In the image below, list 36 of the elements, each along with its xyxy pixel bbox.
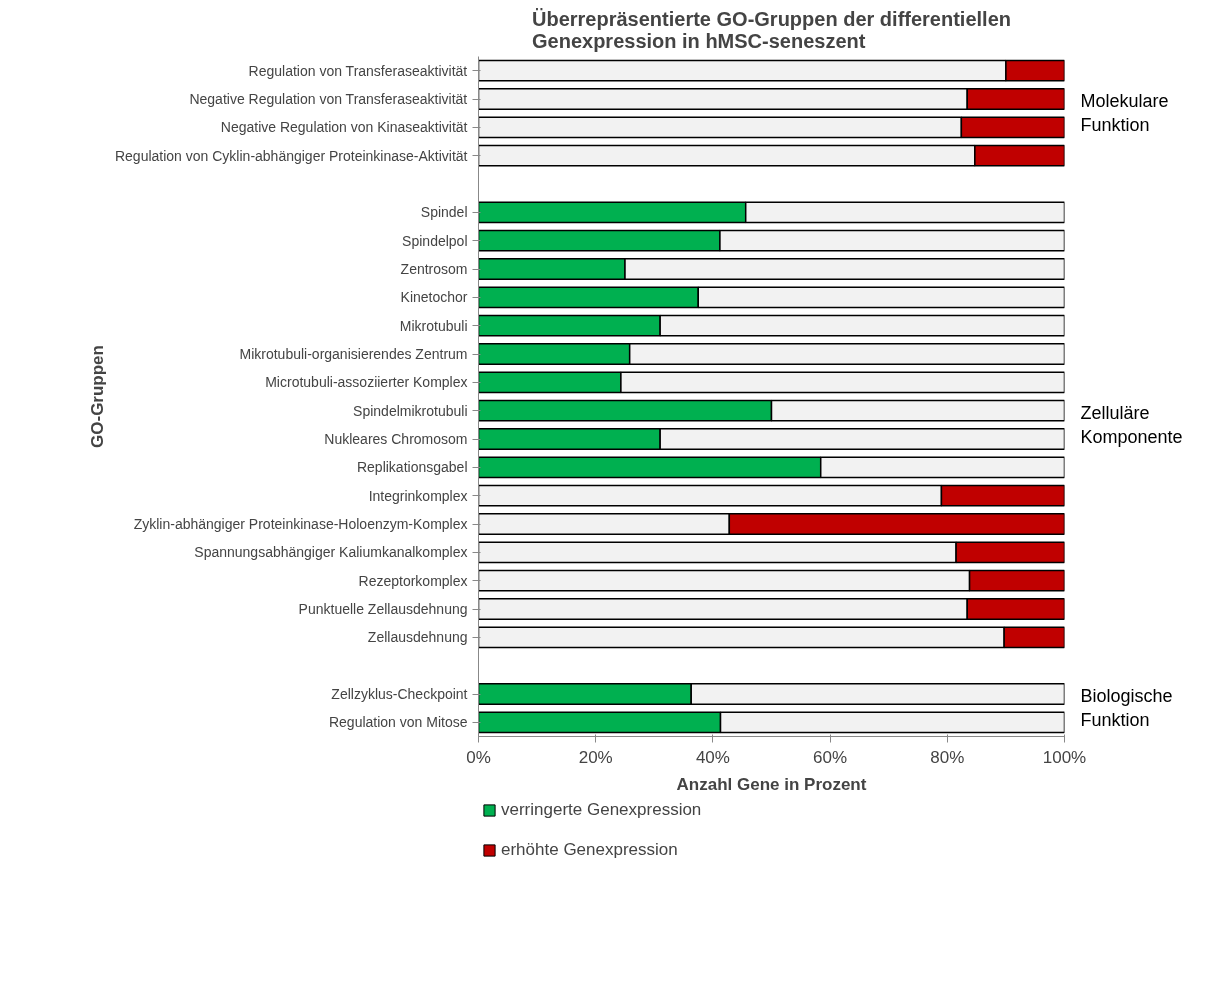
chart-title: Überrepräsentierte GO-Gruppen der differentiellen Genexpression in hMSC-seneszent	[532, 7, 1011, 52]
legend-label: verringerte Genexpression	[501, 800, 702, 820]
text: Molekulare Funktion	[1080, 91, 1169, 136]
x-tick-label: 0%	[466, 747, 491, 767]
x-tick-label: 40%	[695, 747, 730, 767]
y-tick-label: Punktuelle Zellausdehnung	[298, 601, 468, 617]
y-tick-label: Kinetochor	[400, 289, 468, 306]
y-tick-label: Mikrotubuli-organisierendes Zentrum	[239, 346, 468, 362]
y-tick-label: Regulation von Cyklin-abhängiger Proteinkinase-Aktivität	[114, 147, 468, 164]
y-tick-label: Zyklin-abhängiger Proteinkinase-Holoenzym-Komplex	[133, 516, 468, 532]
y-tick-label: Mikrotubuli	[399, 317, 468, 334]
y-tick-label: Spindelpol	[402, 232, 468, 249]
y-tick-label: Zentrosom	[400, 261, 468, 277]
x-tick-label: 60%	[813, 747, 848, 767]
text: Biologische Funktion	[1080, 686, 1173, 731]
y-tick-label: Negative Regulation von Transferaseaktivität	[189, 91, 468, 107]
y-tick-label: Rezeptorkomplex	[358, 572, 468, 589]
y-tick-label: Regulation von Transferaseaktivität	[248, 62, 468, 79]
x-axis-title: Anzahl Gene in Prozent	[676, 774, 867, 794]
x-tick-label: 100%	[1042, 747, 1087, 767]
y-tick-label: Zellausdehnung	[367, 629, 468, 646]
y-tick-label: Microtubuli-assoziierter Komplex	[265, 374, 468, 391]
y-tick-label: Replikationsgabel	[356, 459, 468, 476]
y-tick-label: Regulation von Mitose	[328, 714, 468, 731]
legend-label: erhöhte Genexpression	[501, 840, 678, 860]
y-tick-label: Zellzyklus-Checkpoint	[331, 686, 468, 702]
y-tick-label: Negative Regulation von Kinaseaktivität	[220, 119, 468, 136]
x-tick-label: 20%	[578, 747, 613, 767]
y-tick-label: Integrinkomplex	[368, 487, 468, 504]
text: Zelluläre Komponente	[1080, 402, 1183, 447]
y-tick-label: Nukleares Chromosom	[324, 431, 468, 447]
x-tick-label: 80%	[930, 747, 965, 767]
y-tick-label: Spindel	[420, 204, 468, 221]
y-axis-title: GO-Gruppen	[87, 345, 107, 448]
y-tick-label: Spindelmikrotubuli	[353, 402, 468, 419]
y-tick-label: Spannungsabhängiger Kaliumkanalkomplex	[194, 544, 468, 561]
